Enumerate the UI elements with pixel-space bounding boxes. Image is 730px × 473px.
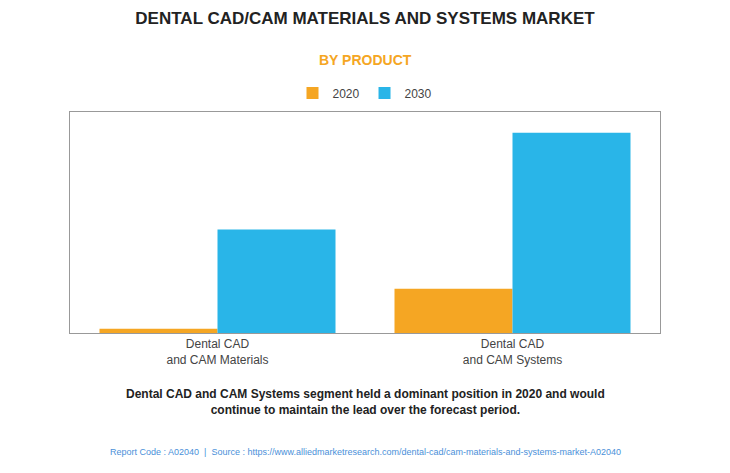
svg-text:2030: 2030 (405, 87, 432, 101)
svg-text:Dental CADand CAM Materials: Dental CADand CAM Materials (166, 337, 268, 367)
svg-text:Dental CAD and CAM Systems seg: Dental CAD and CAM Systems segment held … (126, 387, 605, 417)
svg-text:2020: 2020 (333, 87, 360, 101)
svg-text:BY PRODUCT: BY PRODUCT (319, 52, 412, 68)
svg-text:Report Code : A02040 | Sourc: Report Code : A02040 | Source : https://… (110, 447, 621, 457)
svg-text:DENTAL CAD/CAM MATERIALS AND S: DENTAL CAD/CAM MATERIALS AND SYSTEMS MAR… (135, 9, 595, 28)
svg-text:Dental CADand CAM Systems: Dental CADand CAM Systems (463, 337, 562, 367)
